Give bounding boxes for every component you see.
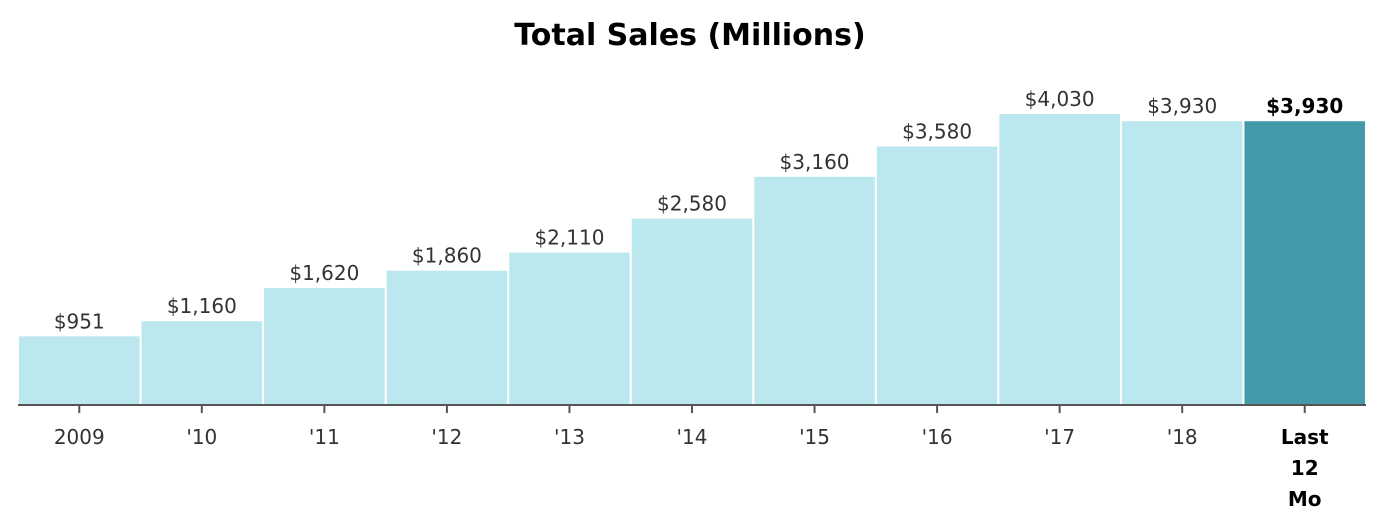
bar-value-label: $3,580 [902, 119, 972, 143]
x-tick-label: 2009 [54, 425, 105, 449]
x-tick-label: '10 [186, 425, 217, 449]
bar [386, 270, 508, 405]
chart-title: Total Sales (Millions) [514, 18, 866, 53]
bar [754, 176, 875, 405]
x-tick-label: Last 12 Mo [1281, 425, 1329, 511]
bar [876, 146, 998, 406]
bar [264, 288, 385, 405]
x-tick-label: '13 [554, 425, 585, 449]
labels-layer: $951 2009 $1,160 '10 $1,620 '11 $1,860 '12 $2,11… [54, 87, 1344, 511]
x-tick-label: '18 [1167, 425, 1198, 449]
bar-value-label: $3,930 [1266, 94, 1343, 118]
bar [141, 321, 263, 405]
x-tick-label: '11 [309, 425, 340, 449]
x-tick-label: '12 [431, 425, 462, 449]
bar [509, 252, 630, 405]
bar [1244, 121, 1365, 406]
x-tick-label: '16 [922, 425, 953, 449]
bar-value-label: $1,860 [412, 244, 482, 268]
bars-layer [19, 114, 1365, 406]
bar-value-label: $4,030 [1025, 87, 1095, 111]
bar [1121, 121, 1243, 406]
x-tick-label: '14 [677, 425, 708, 449]
bar-value-label: $2,110 [534, 226, 604, 250]
bar [631, 218, 753, 405]
bar-value-label: $2,580 [657, 192, 727, 216]
bar-value-label: $3,160 [780, 150, 850, 174]
x-tick-label: '17 [1044, 425, 1075, 449]
bar-value-label: $951 [54, 309, 105, 333]
bar-value-label: $3,930 [1147, 94, 1217, 118]
bar [999, 114, 1120, 405]
ticks-layer [78, 405, 1306, 413]
bar-value-label: $1,620 [289, 261, 359, 285]
x-tick-label: '15 [799, 425, 830, 449]
bar [19, 336, 140, 405]
bar-value-label: $1,160 [167, 294, 237, 318]
